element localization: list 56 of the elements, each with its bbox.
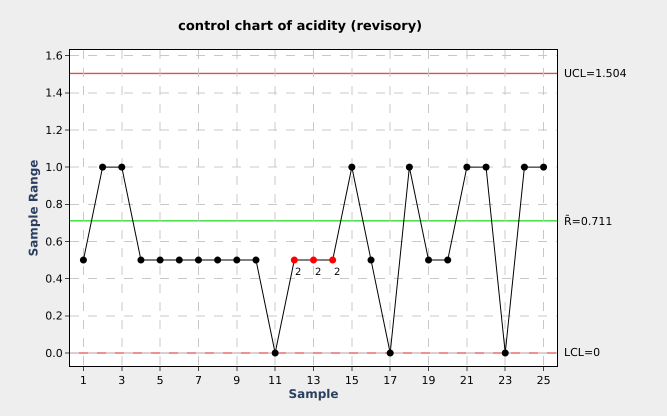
y-tick-label: 1.0	[45, 160, 63, 174]
x-tick-label: 15	[344, 374, 359, 388]
x-tick-label: 11	[268, 374, 282, 388]
point	[118, 164, 126, 171]
point	[233, 256, 240, 264]
x-tick-label: 23	[498, 374, 512, 388]
y-tick-label: 1.2	[45, 124, 63, 137]
x-tick-label: 13	[306, 374, 320, 388]
x-tick-label: 1	[80, 374, 87, 388]
annotation: 2	[334, 267, 340, 278]
point	[520, 164, 528, 171]
x-tick-label: 9	[233, 374, 240, 388]
point	[310, 256, 317, 264]
ref-line-label: UCL=1.504	[564, 67, 627, 80]
point	[290, 256, 298, 264]
x-tick-label: 25	[536, 374, 551, 388]
point	[272, 349, 279, 356]
y-tick-label: 0.2	[45, 310, 63, 323]
annotation: 2	[315, 267, 322, 278]
x-tick-label: 3	[118, 374, 126, 388]
point	[425, 256, 432, 264]
y-tick-label: 0.0	[45, 346, 63, 360]
x-tick-label: 21	[460, 374, 474, 388]
point	[463, 164, 470, 171]
point	[540, 164, 548, 171]
point	[329, 256, 336, 264]
y-axis-title: Sample Range	[26, 160, 41, 256]
point	[137, 256, 144, 264]
point	[214, 256, 222, 264]
point	[444, 256, 452, 264]
point	[482, 164, 490, 171]
point	[252, 256, 260, 264]
point	[99, 164, 106, 171]
point	[80, 256, 87, 264]
chart-title: control chart of acidity (revisory)	[178, 18, 422, 34]
point	[406, 164, 413, 171]
annotation: 2	[295, 267, 302, 278]
y-tick-label: 0.4	[45, 272, 63, 286]
ref-line-label: LCL=0	[564, 346, 600, 359]
x-axis-title: Sample	[288, 387, 339, 402]
point	[386, 349, 394, 356]
y-tick-label: 1.6	[45, 49, 63, 62]
y-tick-label: 0.8	[45, 198, 63, 212]
point	[176, 256, 183, 264]
x-tick-label: 19	[422, 374, 436, 388]
point	[348, 164, 356, 171]
x-tick-label: 17	[383, 374, 398, 388]
point	[156, 256, 164, 264]
y-tick-label: 1.4	[45, 86, 63, 100]
x-tick-label: 5	[156, 374, 164, 388]
x-tick-label: 7	[194, 374, 202, 388]
ref-line-label: R̄=0.711	[564, 214, 612, 228]
point	[194, 256, 202, 264]
y-tick-label: 0.6	[45, 235, 63, 248]
point	[368, 256, 375, 264]
point	[502, 349, 509, 356]
